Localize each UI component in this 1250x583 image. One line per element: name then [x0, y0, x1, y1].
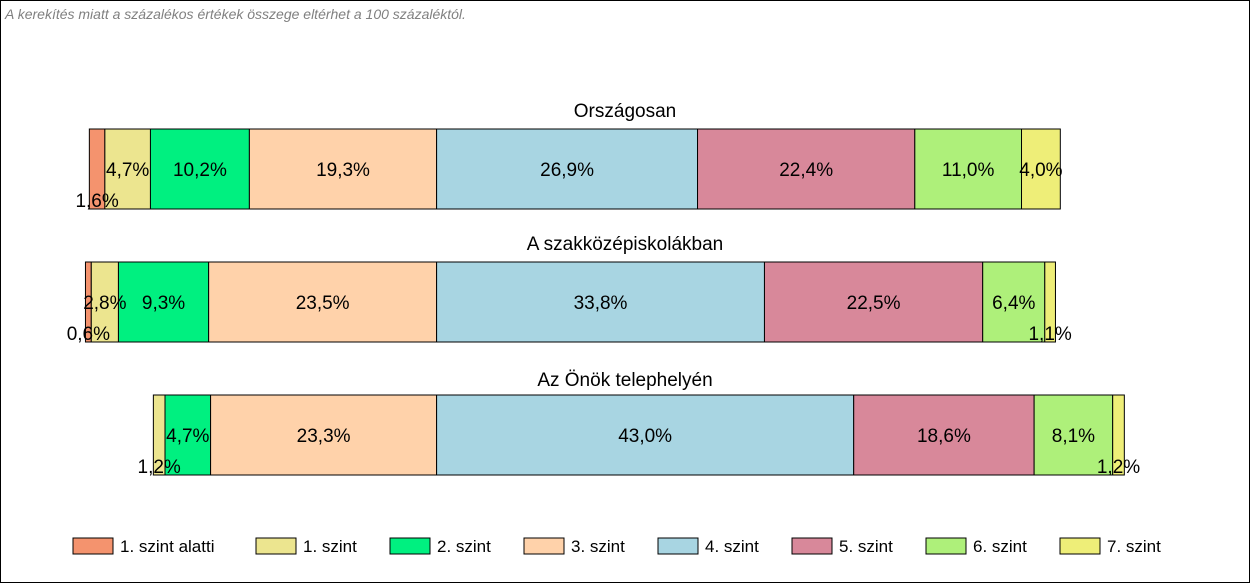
bar-segment	[763, 261, 984, 343]
data-label: 19,3%	[316, 160, 370, 181]
data-label: 18,6%	[917, 426, 971, 447]
bar-segment	[90, 261, 119, 343]
legend-swatch	[523, 537, 565, 555]
bar-segment	[1033, 394, 1114, 476]
data-label: 23,5%	[296, 293, 350, 314]
bar-segment	[104, 128, 151, 210]
bar-segment	[248, 128, 438, 210]
bar-segment	[436, 261, 765, 343]
legend-swatch	[389, 537, 431, 555]
data-label: 6,4%	[992, 293, 1035, 314]
bar-segment	[436, 394, 855, 476]
bar-segment	[914, 128, 1023, 210]
data-label: 43,0%	[618, 426, 672, 447]
row-title: Országosan	[574, 101, 676, 122]
data-label: 1,2%	[1097, 457, 1140, 478]
bar-segment	[117, 261, 210, 343]
legend-label: 1. szint	[303, 537, 357, 556]
bar-segment	[164, 394, 212, 476]
legend-swatch	[657, 537, 699, 555]
rounding-note: A kerekítés miatt a százalékos értékek ö…	[5, 6, 466, 22]
data-label: 1,6%	[75, 191, 118, 212]
legend-label: 3. szint	[571, 537, 625, 556]
data-label: 26,9%	[540, 160, 594, 181]
bar-segment	[208, 261, 438, 343]
bar-segment	[1021, 128, 1061, 210]
data-label: 1,1%	[1028, 324, 1071, 345]
legend-label: 5. szint	[839, 537, 893, 556]
data-label: 2,8%	[83, 293, 126, 314]
bar-segment	[436, 128, 699, 210]
data-label: 33,8%	[574, 293, 628, 314]
data-label: 4,7%	[166, 426, 209, 447]
data-label: 0,6%	[67, 324, 110, 345]
data-label: 10,2%	[173, 160, 227, 181]
legend-label: 2. szint	[437, 537, 491, 556]
legend-swatch	[1059, 537, 1101, 555]
data-label: 22,4%	[779, 160, 833, 181]
bar-segment	[853, 394, 1035, 476]
row-title: A szakközépiskolákban	[527, 234, 723, 255]
data-label: 9,3%	[142, 293, 185, 314]
data-label: 8,1%	[1052, 426, 1095, 447]
legend-label: 4. szint	[705, 537, 759, 556]
data-label: 11,0%	[942, 160, 995, 181]
bar-segment	[1044, 261, 1056, 343]
bar-segment	[1112, 394, 1125, 476]
row-title: Az Önök telephelyén	[537, 370, 712, 391]
data-label: 22,5%	[847, 293, 901, 314]
legend-label: 1. szint alatti	[120, 537, 215, 556]
legend-label: 7. szint	[1107, 537, 1161, 556]
legend-label: 6. szint	[973, 537, 1027, 556]
bar-segment	[697, 128, 916, 210]
data-label: 1,2%	[138, 457, 181, 478]
legend-swatch	[255, 537, 297, 555]
legend-swatch	[791, 537, 833, 555]
bar-segment	[982, 261, 1046, 343]
legend-swatch	[72, 537, 114, 555]
bar-segment	[210, 394, 438, 476]
data-label: 23,3%	[297, 426, 351, 447]
data-label: 4,0%	[1019, 160, 1062, 181]
legend-swatch	[925, 537, 967, 555]
data-label: 4,7%	[106, 160, 149, 181]
